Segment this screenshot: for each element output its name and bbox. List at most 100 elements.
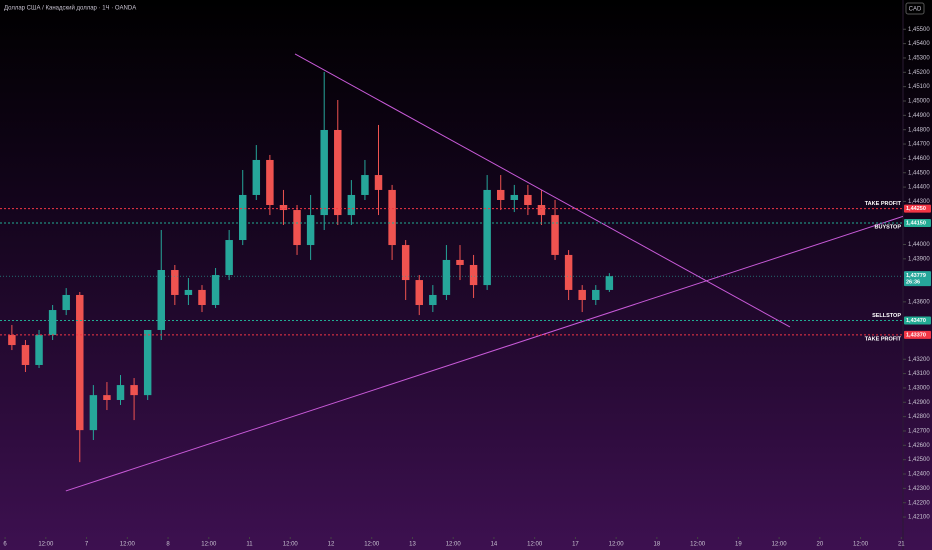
countdown-label: 26:36 xyxy=(906,280,920,286)
order-label: TAKE PROFIT xyxy=(865,201,902,207)
order-label: BUYSTOP xyxy=(875,224,902,230)
candle-body xyxy=(578,289,586,300)
y-tick-label: 1,42100 xyxy=(908,515,930,521)
candle-body xyxy=(551,215,559,255)
x-tick-label: 12:00 xyxy=(364,542,380,548)
candle-body xyxy=(266,159,274,206)
x-tick-label: 12:00 xyxy=(527,542,543,548)
order-price-box xyxy=(904,204,931,213)
candle-body xyxy=(252,159,261,195)
y-tick-label: 1,42400 xyxy=(908,472,930,478)
y-tick-label: 1,43000 xyxy=(908,386,930,392)
y-tick-label: 1,43900 xyxy=(908,256,930,262)
x-tick-label: 21 xyxy=(898,542,905,548)
candle-body xyxy=(143,329,152,396)
candle-body xyxy=(293,210,301,246)
candle-body xyxy=(564,254,573,290)
y-tick-label: 1,45300 xyxy=(908,56,930,62)
order-price-box xyxy=(904,316,931,325)
candle-body xyxy=(401,245,410,281)
y-tick-label: 1,42500 xyxy=(908,457,930,463)
candle-body xyxy=(592,289,600,300)
candle-body xyxy=(21,345,30,365)
candle-body xyxy=(211,275,220,306)
y-tick-label: 1,44900 xyxy=(908,113,930,119)
candle-body xyxy=(225,240,233,276)
order-price-box xyxy=(904,218,931,227)
plot-area xyxy=(0,53,903,492)
candle-body xyxy=(469,264,478,286)
candle-body xyxy=(361,175,369,195)
x-tick-label: 12:00 xyxy=(690,542,706,548)
y-tick-label: 1,44800 xyxy=(908,127,930,133)
x-tick-label: 12 xyxy=(328,542,335,548)
current-price-label: 1,43779 xyxy=(906,273,926,279)
order-label: SELLSTOP xyxy=(872,313,901,319)
overlay: 1,42100 1,42200 1,42300 1,42400 1,42500 1,426… xyxy=(3,27,931,548)
candle-body xyxy=(198,289,206,306)
candle-body xyxy=(320,129,328,216)
order-price-label: 1,43470 xyxy=(906,318,926,324)
y-tick-label: 1,42700 xyxy=(908,429,930,435)
candle-body xyxy=(524,194,532,206)
candle-body xyxy=(116,385,125,400)
x-tick-label: 12:00 xyxy=(283,542,299,548)
order-price-label: 1,44250 xyxy=(906,206,926,212)
y-tick-label: 1,45500 xyxy=(908,27,930,33)
x-tick-label: 8 xyxy=(166,542,170,548)
x-tick-label: 17 xyxy=(572,542,579,548)
current-price-box xyxy=(904,271,931,287)
currency-button[interactable] xyxy=(905,2,925,15)
candle-body xyxy=(279,205,288,211)
y-tick-label: 1,42600 xyxy=(908,443,930,449)
candle-body xyxy=(347,194,356,216)
candle-body xyxy=(456,259,464,265)
x-tick-label: 18 xyxy=(654,542,661,548)
candle-body xyxy=(306,215,315,246)
candle-body xyxy=(130,385,138,396)
y-tick-label: 1,44400 xyxy=(908,185,930,191)
candle-body xyxy=(537,205,546,216)
candle-body xyxy=(374,175,383,190)
candle-body xyxy=(510,194,519,200)
y-tick-label: 1,44000 xyxy=(908,242,930,248)
x-tick-label: 12:00 xyxy=(120,542,136,548)
x-tick-label: 12:00 xyxy=(201,542,217,548)
currency-label[interactable]: CAD xyxy=(909,7,922,13)
x-tick-label: 6 xyxy=(3,542,7,548)
x-tick-label: 20 xyxy=(816,542,823,548)
x-tick-label: 12:00 xyxy=(38,542,54,548)
candle-body xyxy=(496,189,505,200)
x-tick-label: 12:00 xyxy=(609,542,625,548)
x-tick-label: 14 xyxy=(491,542,498,548)
trend-line xyxy=(65,215,903,492)
y-tick-label: 1,42300 xyxy=(908,486,930,492)
y-tick-label: 1,44600 xyxy=(908,156,930,162)
candle-body xyxy=(334,129,342,216)
y-tick-label: 1,44300 xyxy=(908,199,930,205)
candle-body xyxy=(76,294,84,431)
chart-title: Доллар США / Канадский доллар · 1Ч · OAN… xyxy=(4,5,136,12)
order-price-label: 1,44150 xyxy=(906,220,926,226)
candle-body xyxy=(62,294,70,311)
y-tick-label: 1,44700 xyxy=(908,142,930,148)
candle-body xyxy=(8,334,16,346)
candle-body xyxy=(184,289,193,295)
y-tick-label: 1,43600 xyxy=(908,299,930,305)
candle-body xyxy=(157,270,165,330)
y-tick-label: 1,44500 xyxy=(908,170,930,176)
candle-body xyxy=(388,189,396,246)
x-tick-label: 12:00 xyxy=(772,542,788,548)
candle-body xyxy=(429,294,437,306)
y-tick-label: 1,45000 xyxy=(908,99,930,105)
y-tick-label: 1,43100 xyxy=(908,371,930,377)
candle-body xyxy=(415,280,423,306)
order-price-label: 1,43370 xyxy=(906,332,926,338)
y-tick-label: 1,45200 xyxy=(908,70,930,76)
candle-body xyxy=(483,189,491,286)
y-tick-label: 1,42200 xyxy=(908,500,930,506)
x-tick-label: 12:00 xyxy=(446,542,462,548)
x-tick-label: 12:00 xyxy=(853,542,869,548)
